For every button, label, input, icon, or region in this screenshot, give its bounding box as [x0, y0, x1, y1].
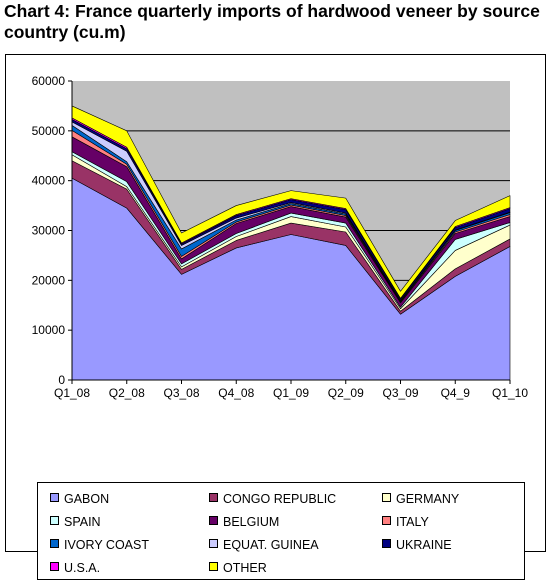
legend-swatch: [382, 516, 391, 525]
chart-frame: 0 10000 20000 30000 40000 50000 60000 Q1_08 Q2_0…: [5, 54, 546, 580]
legend-swatch: [382, 539, 391, 548]
x-tick-label: Q1_09: [273, 386, 309, 400]
legend-item: OTHER: [209, 561, 267, 575]
legend-item: IVORY COAST: [50, 538, 149, 552]
legend-item: ITALY: [382, 515, 429, 529]
legend-item: BELGIUM: [209, 515, 279, 529]
chart-legend: GABON CONGO REPUBLIC GERMANY SPAIN BELGIUM IT…: [37, 482, 525, 580]
chart-title: Chart 4: France quarterly imports of har…: [4, 1, 540, 42]
y-tick-label: 10000: [32, 323, 66, 337]
y-tick-label: 40000: [32, 174, 66, 188]
x-tick-label: Q1_10: [492, 386, 528, 400]
legend-label: UKRAINE: [396, 538, 452, 552]
stacked-area-chart: 0 10000 20000 30000 40000 50000 60000 Q1_08 Q2_0…: [32, 74, 529, 400]
y-tick-label: 30000: [32, 224, 66, 238]
legend-label: IVORY COAST: [64, 538, 149, 552]
x-tick-label: Q4_08: [218, 386, 254, 400]
y-tick-label: 20000: [32, 273, 66, 287]
legend-label: ITALY: [396, 515, 429, 529]
legend-swatch: [382, 493, 391, 502]
legend-item: U.S.A.: [50, 561, 100, 575]
legend-item: CONGO REPUBLIC: [209, 492, 336, 506]
legend-swatch: [50, 516, 59, 525]
legend-swatch: [209, 562, 218, 571]
x-tick-label: Q2_09: [328, 386, 364, 400]
area-other: [71, 105, 511, 299]
legend-label: BELGIUM: [223, 515, 280, 529]
legend-label: GABON: [64, 492, 110, 506]
legend-item: GERMANY: [382, 492, 459, 506]
legend-swatch: [50, 493, 59, 502]
legend-label: EQUAT. GUINEA: [223, 538, 319, 552]
legend-label: SPAIN: [64, 515, 101, 529]
legend-label: GERMANY: [396, 492, 460, 506]
x-tick-label: Q1_08: [54, 386, 90, 400]
legend-label: U.S.A.: [64, 561, 101, 575]
legend-item: EQUAT. GUINEA: [209, 538, 319, 552]
legend-swatch: [209, 539, 218, 548]
legend-label: CONGO REPUBLIC: [223, 492, 337, 506]
legend-label: OTHER: [223, 561, 267, 575]
legend-swatch: [209, 516, 218, 525]
legend-swatch: [50, 562, 59, 571]
x-tick-label: Q2_08: [109, 386, 145, 400]
y-tick-label: 0: [58, 373, 65, 387]
x-tick-label: Q4_9: [441, 386, 471, 400]
x-tick-label: Q3_08: [163, 386, 199, 400]
y-tick-label: 60000: [32, 74, 66, 88]
legend-swatch: [209, 493, 218, 502]
legend-item: GABON: [50, 492, 109, 506]
legend-swatch: [50, 539, 59, 548]
x-tick-label: Q3_09: [382, 386, 418, 400]
legend-item: SPAIN: [50, 515, 101, 529]
legend-item: UKRAINE: [382, 538, 452, 552]
y-tick-label: 50000: [32, 124, 66, 138]
